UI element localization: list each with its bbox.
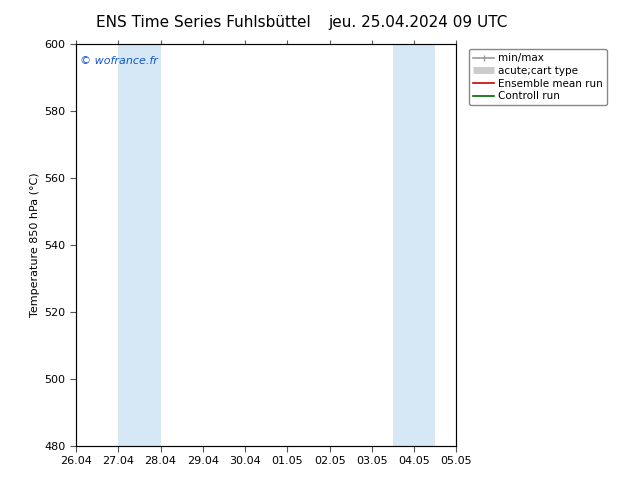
Legend: min/max, acute;cart type, Ensemble mean run, Controll run: min/max, acute;cart type, Ensemble mean …: [469, 49, 607, 105]
Bar: [119, 44, 139, 446]
Bar: [414, 44, 436, 446]
Y-axis label: Temperature 850 hPa (°C): Temperature 850 hPa (°C): [30, 172, 40, 318]
Bar: [139, 44, 160, 446]
Bar: [393, 44, 414, 446]
Text: jeu. 25.04.2024 09 UTC: jeu. 25.04.2024 09 UTC: [329, 15, 508, 30]
Text: ENS Time Series Fuhlsbüttel: ENS Time Series Fuhlsbüttel: [96, 15, 310, 30]
Text: © wofrance.fr: © wofrance.fr: [80, 56, 158, 66]
